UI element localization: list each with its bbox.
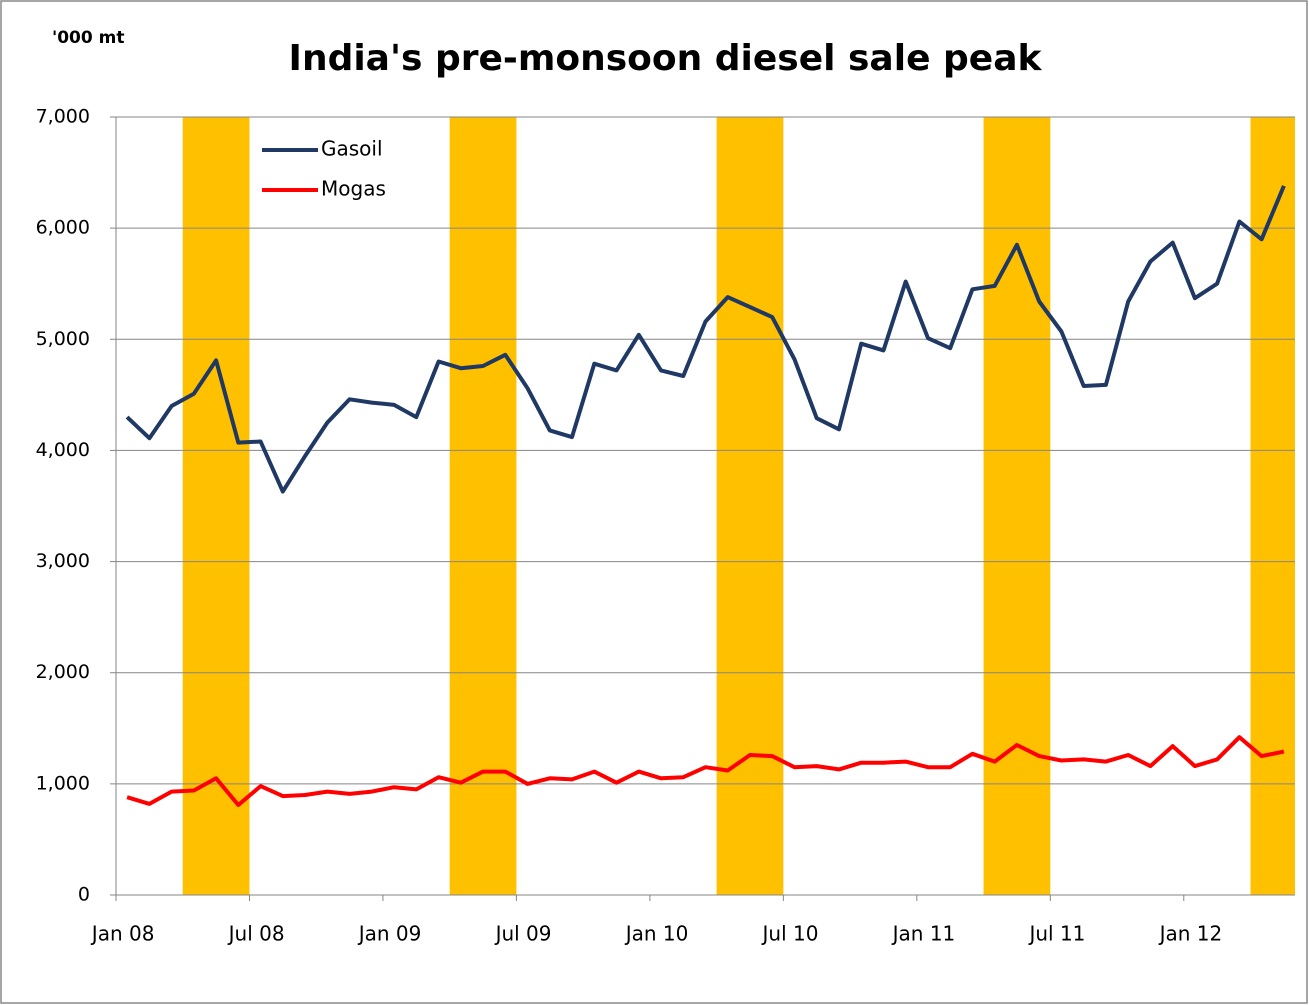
- y-tick-label: 2,000: [36, 661, 90, 683]
- highlight-band: [983, 117, 1051, 895]
- x-tick-label: Jan 12: [1158, 922, 1223, 946]
- y-axis-label: '000 mt: [52, 28, 124, 48]
- x-tick-label: Jul 10: [761, 922, 819, 946]
- x-tick-label: Jan 09: [357, 922, 422, 946]
- y-tick-label: 7,000: [36, 106, 90, 128]
- x-tick-label: Jul 09: [494, 922, 552, 946]
- x-tick-label: Jul 08: [227, 922, 285, 946]
- series-line: [126, 735, 1285, 807]
- y-tick-label: 6,000: [36, 217, 90, 239]
- y-tick-label: 5,000: [36, 328, 90, 350]
- y-tick-label: 1,000: [36, 772, 90, 794]
- highlight-band: [449, 117, 517, 895]
- y-tick-label: 3,000: [36, 550, 90, 572]
- y-tick-label: 4,000: [36, 439, 90, 461]
- y-tick-label: 0: [78, 884, 90, 906]
- legend-label: Mogas: [321, 177, 386, 201]
- highlight-band: [182, 117, 250, 895]
- legend-label: Gasoil: [321, 137, 383, 161]
- x-tick-label: Jan 08: [90, 922, 155, 946]
- highlight-band: [716, 117, 784, 895]
- chart-title: India's pre-monsoon diesel sale peak: [289, 38, 1043, 79]
- series-line: [125, 185, 1286, 494]
- x-tick-label: Jan 10: [624, 922, 689, 946]
- highlight-band: [1250, 117, 1295, 895]
- x-tick-label: Jul 11: [1027, 922, 1085, 946]
- x-tick-label: Jan 11: [891, 922, 956, 946]
